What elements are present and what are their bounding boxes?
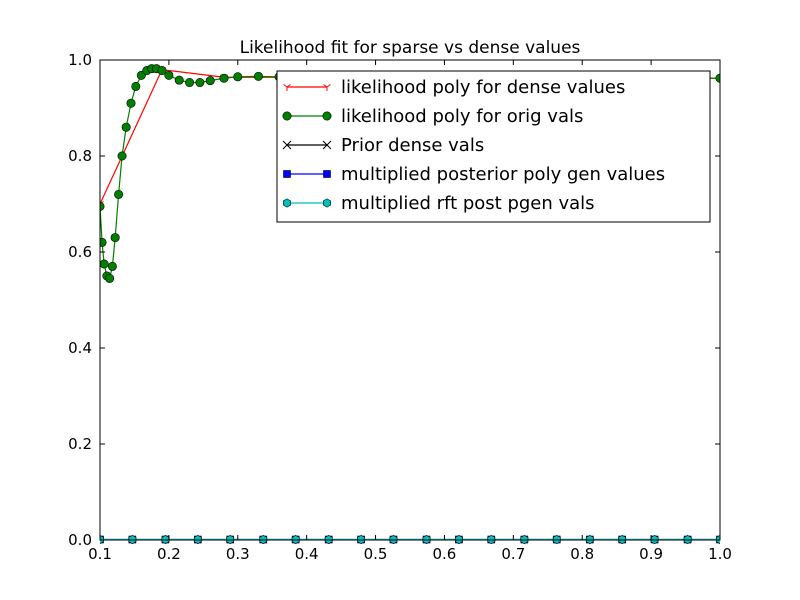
x-tick-label: 0.5	[364, 545, 388, 563]
legend-label: multiplied posterior poly gen values	[341, 164, 665, 185]
legend-entry: likelihood poly for orig vals	[282, 106, 583, 127]
series-2-point	[174, 75, 184, 85]
series-2-point	[100, 237, 107, 247]
series-2-point	[185, 78, 195, 88]
chart-title: Likelihood fit for sparse vs dense value…	[240, 38, 581, 58]
x-tick-label: 1.0	[708, 545, 732, 563]
legend-box	[276, 70, 711, 223]
plot-frame	[99, 59, 721, 541]
series-2-point	[157, 66, 167, 76]
y-tick-label: 0.0	[68, 531, 92, 549]
x-tick-label: 0.3	[226, 545, 250, 563]
series-2-point	[126, 98, 136, 108]
legend-swatch-marker	[283, 198, 291, 208]
series-2-point	[233, 72, 243, 82]
series-2-point	[107, 261, 117, 271]
y-tick-label: 0.8	[68, 147, 92, 165]
x-tick-label: 0.8	[570, 545, 594, 563]
legend-entry: multiplied rft post pgen vals	[283, 193, 595, 214]
series-2-point	[117, 151, 127, 161]
legend-entry: multiplied posterior poly gen values	[283, 164, 665, 185]
series-2-point	[131, 81, 141, 91]
series-2-point	[195, 78, 205, 88]
legend-swatch-marker	[322, 111, 332, 121]
legend-label: likelihood poly for orig vals	[341, 106, 583, 127]
x-tick-label: 0.6	[433, 545, 457, 563]
legend: likelihood poly for dense values likeliho…	[276, 70, 711, 223]
series-2-point	[105, 273, 115, 283]
legend-swatch-marker	[323, 84, 331, 91]
y-tick-label: 1.0	[68, 51, 92, 69]
legend-entry: likelihood poly for dense values	[283, 77, 625, 98]
series-2-point	[121, 122, 131, 132]
series-2-point	[114, 189, 124, 199]
y-tick-label: 0.4	[68, 339, 92, 357]
legend-swatch-marker	[323, 198, 331, 208]
x-tick-label: 0.1	[88, 545, 112, 563]
series-2-point	[219, 73, 229, 83]
legend-label: Prior dense vals	[341, 135, 484, 156]
x-tick-label: 0.9	[639, 545, 663, 563]
legend-swatch-marker	[283, 170, 291, 178]
series-2-point	[253, 71, 263, 81]
legend-swatch-marker	[322, 140, 332, 150]
x-tick-label: 0.7	[501, 545, 525, 563]
y-tick-label: 0.2	[68, 435, 92, 453]
legend-swatch-marker	[283, 84, 291, 91]
series-2-point	[205, 76, 215, 86]
legend-label: likelihood poly for dense values	[341, 77, 625, 98]
legend-label: multiplied rft post pgen vals	[341, 193, 595, 214]
y-tick-label: 0.6	[68, 243, 92, 261]
legend-swatch-marker	[282, 140, 292, 150]
legend-swatch-marker	[282, 111, 292, 121]
legend-entry: Prior dense vals	[282, 135, 484, 156]
x-tick-label: 0.4	[295, 545, 319, 563]
series-2-point	[100, 259, 109, 269]
x-tick-label: 0.2	[157, 545, 181, 563]
series-2-point	[164, 70, 174, 80]
legend-swatch-marker	[323, 170, 331, 178]
series-2-point	[110, 233, 120, 243]
